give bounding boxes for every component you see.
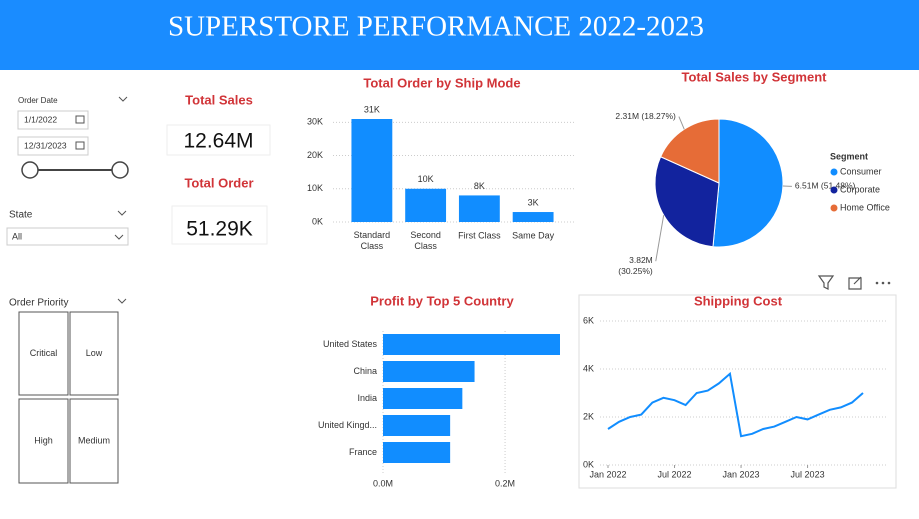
date-input[interactable]: [17, 110, 89, 130]
date-value: 1/1/2022: [24, 114, 57, 124]
card-box: [171, 205, 268, 245]
data-label: 3.82M (30.25%): [618, 255, 653, 276]
legend-label: Home Office: [840, 202, 890, 212]
priority-label: Medium: [78, 435, 110, 445]
dropdown[interactable]: [6, 227, 129, 246]
card-title: Total Order: [184, 175, 253, 190]
priority-label: Low: [86, 348, 103, 358]
legend-title: Segment: [830, 151, 868, 161]
priority-tile[interactable]: [18, 398, 69, 484]
y-tick-label: 30K: [307, 117, 323, 127]
chart-title: Total Sales by Segment: [682, 69, 828, 84]
line-series: [607, 371, 864, 438]
y-tick-label: 4K: [583, 363, 594, 373]
y-tick-label: 0K: [583, 459, 594, 469]
bar: [383, 442, 451, 463]
legend-label: Consumer: [840, 166, 882, 176]
x-tick-label: Same Day: [512, 230, 555, 240]
card-value: 12.64M: [183, 130, 253, 153]
header-bar: [0, 0, 919, 70]
legend-label: Corporate: [840, 184, 880, 194]
filter-icon[interactable]: [817, 275, 835, 290]
y-tick-label: 20K: [307, 150, 323, 160]
chevron: [118, 96, 128, 102]
y-tick-label: France: [349, 447, 377, 457]
priority-tile[interactable]: [18, 311, 69, 396]
chevron: [117, 298, 127, 304]
focus-icon[interactable]: [848, 276, 862, 290]
x-tick-label: Jan 2023: [723, 469, 760, 479]
card-box: [166, 124, 271, 156]
filter-label: Order Date: [18, 96, 58, 105]
card-value: 51.29K: [186, 218, 253, 241]
leader-line: [655, 215, 665, 262]
bar: [383, 388, 463, 409]
priority-tile[interactable]: [69, 398, 119, 484]
priority-tile[interactable]: [69, 311, 119, 396]
legend-swatch: [830, 204, 838, 212]
x-tick-label: Standard Class: [354, 230, 391, 251]
chart-title: Profit by Top 5 Country: [370, 293, 514, 308]
dropdown-value: All: [12, 231, 22, 241]
y-tick-label: 0K: [312, 216, 323, 226]
pie-slice: [654, 156, 720, 248]
chevron: [117, 210, 127, 216]
bar: [383, 361, 475, 382]
data-label: 10K: [418, 174, 434, 184]
x-tick-label: Jul 2022: [658, 469, 692, 479]
slider-handle[interactable]: [21, 161, 39, 179]
line-panel: [578, 294, 897, 489]
data-label: 8K: [474, 181, 485, 191]
data-label: 2.31M (18.27%): [615, 111, 676, 121]
y-tick-label: 2K: [583, 411, 594, 421]
pie-slice: [712, 118, 784, 248]
page-title: SUPERSTORE PERFORMANCE 2022-2023: [168, 11, 704, 43]
date-value: 12/31/2023: [24, 140, 67, 150]
y-tick-label: 10K: [307, 183, 323, 193]
bar: [405, 188, 447, 222]
legend-swatch: [830, 186, 838, 194]
calendar-icon: [75, 141, 85, 150]
bar: [383, 334, 560, 355]
card-title: Total Sales: [185, 92, 253, 107]
x-tick-label: Jul 2023: [791, 469, 825, 479]
more-icon[interactable]: [875, 281, 891, 285]
y-tick-label: China: [353, 366, 377, 376]
data-label: 31K: [364, 104, 380, 114]
data-label: 3K: [528, 197, 539, 207]
data-label: 6.51M (51.48%): [795, 181, 856, 191]
leader-line: [678, 116, 685, 130]
x-tick-label: Second Class: [410, 230, 441, 251]
slider-handle[interactable]: [111, 161, 129, 179]
priority-label: Critical: [30, 348, 58, 358]
y-tick-label: India: [357, 393, 377, 403]
bar: [512, 212, 554, 222]
calendar-icon: [75, 115, 85, 124]
bar: [383, 415, 451, 436]
x-tick-label: 0.0M: [373, 478, 393, 488]
x-tick-label: First Class: [458, 230, 501, 240]
bar: [351, 119, 393, 222]
chart-title: Shipping Cost: [694, 293, 783, 308]
visual-icons: [817, 275, 891, 290]
chart-title: Total Order by Ship Mode: [363, 75, 520, 90]
priority-label: High: [34, 435, 53, 445]
chevron: [114, 234, 124, 240]
y-tick-label: 6K: [583, 315, 594, 325]
date-input[interactable]: [17, 136, 89, 156]
filter-label: Order Priority: [9, 298, 68, 309]
y-tick-label: United States: [323, 339, 378, 349]
x-tick-label: 0.2M: [495, 478, 515, 488]
x-tick-label: Jan 2022: [589, 469, 626, 479]
bar: [458, 195, 500, 222]
y-tick-label: United Kingd...: [318, 420, 377, 430]
filter-label: State: [9, 210, 33, 221]
legend-swatch: [830, 168, 838, 176]
